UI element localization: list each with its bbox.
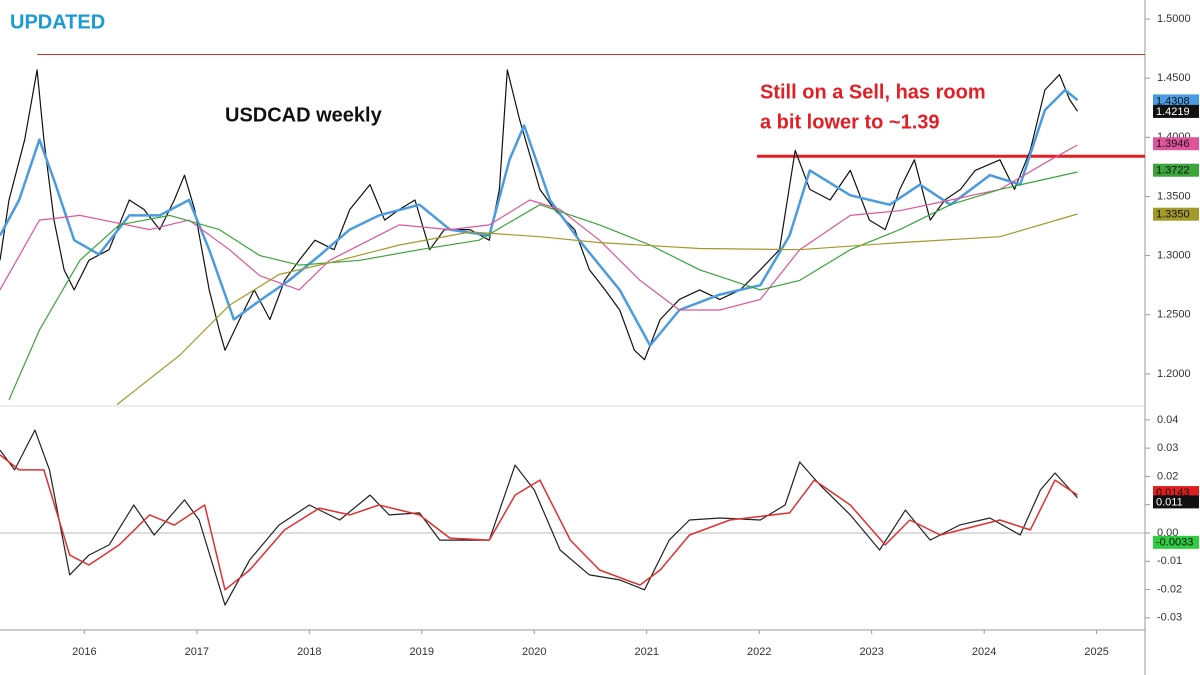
- x-tick-label: 2016: [72, 646, 96, 658]
- annotation: a bit lower to ~1.39: [760, 111, 940, 133]
- y-tick-label: 1.2000: [1157, 368, 1191, 380]
- value-badge: [1153, 535, 1199, 549]
- x-tick-label: 2023: [859, 646, 883, 658]
- value-badge-label: -0.0033: [1156, 537, 1193, 549]
- series-line: [0, 69, 1078, 361]
- value-badge-label: 0.011: [1156, 496, 1183, 508]
- y-tick-label: -0.03: [1157, 612, 1182, 624]
- annotation: Still on a Sell, has room: [760, 81, 986, 103]
- y-tick-label: 0.03: [1157, 442, 1178, 454]
- y-tick-label: -0.02: [1157, 583, 1182, 595]
- y-tick-label: 1.5000: [1157, 13, 1191, 25]
- x-tick-label: 2018: [297, 646, 321, 658]
- value-badge: [1153, 137, 1199, 151]
- value-badge-label: 1.3722: [1156, 165, 1190, 177]
- value-badge-label: 1.3350: [1156, 209, 1190, 221]
- x-tick-label: 2019: [410, 646, 434, 658]
- y-tick-label: 1.4500: [1157, 72, 1191, 84]
- x-tick-label: 2025: [1084, 646, 1108, 658]
- value-badge: [1153, 207, 1199, 221]
- value-badge-label: 1.4219: [1156, 106, 1190, 118]
- y-tick-label: 1.3500: [1157, 190, 1191, 202]
- y-tick-label: 1.3000: [1157, 250, 1191, 262]
- x-tick-label: 2020: [522, 646, 546, 658]
- value-badge: [1153, 94, 1199, 108]
- y-tick-label: 0.02: [1157, 470, 1178, 482]
- series-line: [0, 429, 1078, 606]
- value-badge: [1153, 163, 1199, 177]
- x-tick-label: 2024: [972, 646, 996, 658]
- value-badge-label: 1.4308: [1156, 95, 1190, 107]
- y-tick-label: 0.04: [1157, 414, 1178, 426]
- series-line: [0, 144, 1078, 311]
- series-line: [0, 454, 1078, 591]
- value-badge: [1153, 104, 1199, 118]
- x-tick-label: 2017: [185, 646, 209, 658]
- series-line: [0, 88, 1079, 347]
- annotation: UPDATED: [10, 11, 105, 33]
- value-badge: [1153, 495, 1199, 509]
- value-badge-label: 1.3946: [1156, 138, 1190, 150]
- x-tick-label: 2021: [634, 646, 658, 658]
- y-tick-label: 1.2500: [1157, 309, 1191, 321]
- series-line: [8, 171, 1078, 401]
- x-tick-label: 2022: [747, 646, 771, 658]
- y-tick-label: -0.01: [1157, 555, 1182, 567]
- series-line: [116, 213, 1078, 406]
- annotation: USDCAD weekly: [225, 104, 383, 126]
